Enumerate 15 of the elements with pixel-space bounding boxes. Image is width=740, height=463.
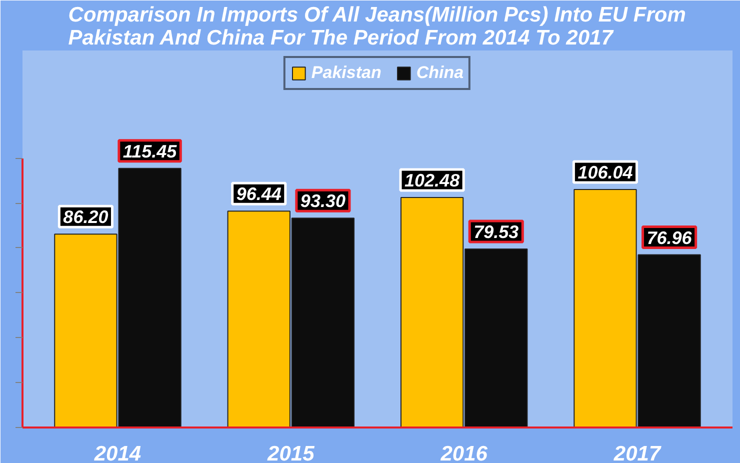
data-label: 76.96 bbox=[646, 228, 693, 248]
data-label: 115.45 bbox=[122, 141, 178, 162]
data-label: 106.04 bbox=[578, 162, 633, 183]
data-label: 96.44 bbox=[236, 184, 282, 204]
data-label: 86.20 bbox=[63, 207, 108, 228]
chart-title: Comparison In Imports Of All Jeans(Million Pcs) Into EU From Pakistan And China For The Period From 2014 To 2017 bbox=[68, 4, 686, 50]
legend-label: Pakistan bbox=[311, 63, 382, 83]
x-tick-label: 2015 bbox=[266, 442, 315, 463]
legend-label: China bbox=[416, 63, 464, 83]
x-tick-label: 2016 bbox=[440, 442, 488, 463]
x-tick-label: 2014 bbox=[93, 442, 142, 463]
data-label: 93.30 bbox=[300, 191, 346, 212]
data-label: 102.48 bbox=[404, 170, 460, 191]
data-label: 79.53 bbox=[474, 222, 519, 242]
x-tick-label: 2017 bbox=[612, 442, 662, 463]
